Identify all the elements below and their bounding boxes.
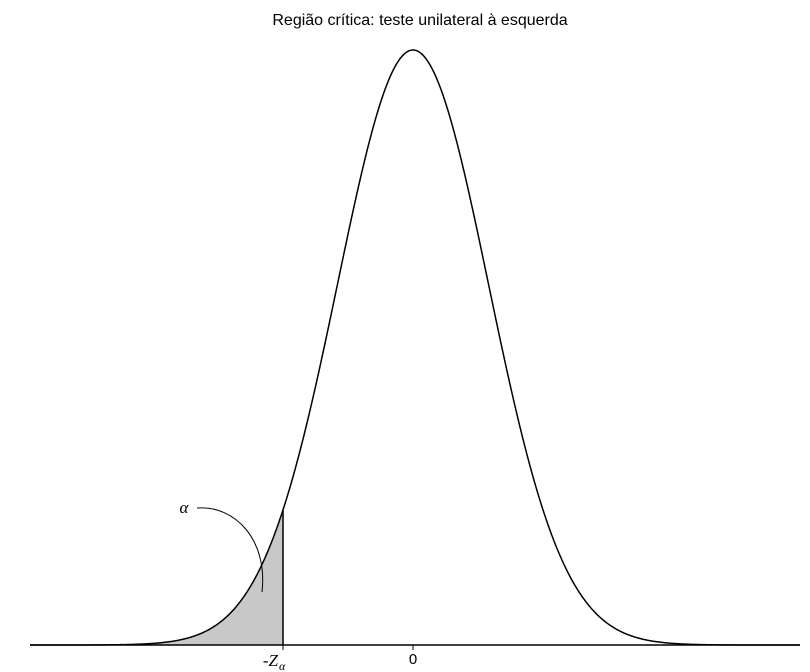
- critical-region: [30, 509, 283, 645]
- tick-label: -Z: [263, 651, 279, 670]
- density-curve: [30, 49, 800, 646]
- tick-label-main: -Z: [263, 651, 279, 670]
- alpha-label: α: [180, 498, 190, 517]
- title: Região crítica: teste unilateral à esque…: [272, 12, 567, 29]
- tick-label-sub: α: [279, 659, 286, 672]
- tick-label: 0: [409, 651, 417, 668]
- pointer: [196, 507, 264, 593]
